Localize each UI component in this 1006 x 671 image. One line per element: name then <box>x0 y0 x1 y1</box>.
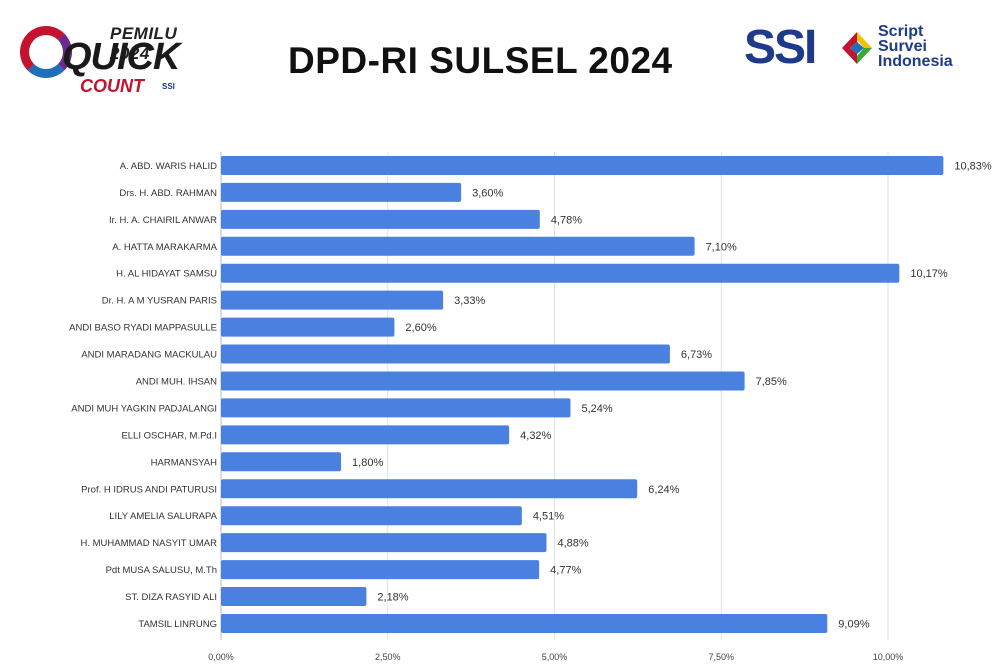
bar <box>221 425 510 445</box>
chart-title: DPD-RI SULSEL 2024 <box>288 40 673 81</box>
bar <box>221 155 944 175</box>
data-label: 5,24% <box>582 403 613 415</box>
bar <box>221 209 540 229</box>
x-tick-label: 7,50% <box>708 652 734 662</box>
data-label: 3,33% <box>454 295 485 307</box>
bar <box>221 506 522 526</box>
data-label: 7,85% <box>756 376 787 388</box>
x-tick-label: 0,00% <box>208 652 234 662</box>
quick-count-logo: PEMILU 2024 QUICK COUNT SSI <box>18 20 218 100</box>
bar <box>221 236 695 256</box>
x-tick-label: 5,00% <box>542 652 568 662</box>
bar <box>221 613 828 633</box>
category-label: Pdt MUSA SALUSU, M.Th <box>106 565 217 576</box>
category-label: Dr. H. A M YUSRAN PARIS <box>102 296 217 307</box>
ssi-arrow-icon <box>842 32 872 64</box>
category-label: Prof. H IDRUS ANDI PATURUSI <box>81 484 217 495</box>
data-label: 3,60% <box>472 187 503 199</box>
ssi-logo-line1: Script <box>878 23 924 40</box>
category-label: H. MUHAMMAD NASYIT UMAR <box>80 538 217 549</box>
data-label: 2,60% <box>405 322 436 334</box>
bar <box>221 587 367 607</box>
ssi-logo: SSI Script Survei Indonesia <box>744 22 984 82</box>
quick-count-logo-line2: QUICK <box>62 36 180 78</box>
category-label: TAMSIL LINRUNG <box>138 619 217 630</box>
bar <box>221 560 540 580</box>
quick-count-logo-badge: SSI <box>162 82 175 91</box>
bar <box>221 452 342 472</box>
data-label: 10,17% <box>910 268 948 280</box>
bar <box>221 398 571 418</box>
data-label: 1,80% <box>352 457 383 469</box>
category-label: A. ABD. WARIS HALID <box>120 161 217 172</box>
category-label: Ir. H. A. CHAIRIL ANWAR <box>109 215 217 226</box>
bar <box>221 317 395 337</box>
category-label: Drs. H. ABD. RAHMAN <box>119 188 217 199</box>
data-label: 4,51% <box>533 511 564 523</box>
ssi-logo-brand: SSI <box>744 21 817 74</box>
category-label: ANDI BASO RYADI MAPPASULLE <box>69 323 217 334</box>
data-label: 4,77% <box>550 565 581 577</box>
data-label: 2,18% <box>377 592 408 604</box>
quick-count-logo-line3: COUNT <box>80 76 144 96</box>
bar <box>221 479 638 499</box>
quick-count-logo-line1: PEMILU 2024 <box>110 24 178 63</box>
ssi-logo-line2: Survei <box>878 38 927 55</box>
category-label: ST. DIZA RASYID ALI <box>125 592 217 603</box>
bar <box>221 263 900 283</box>
category-label: ANDI MUH YAGKIN PADJALANGI <box>71 403 217 414</box>
bar <box>221 344 670 364</box>
bar <box>221 182 462 202</box>
x-tick-label: 2,50% <box>375 652 401 662</box>
category-label: A. HATTA MARAKARMA <box>112 242 217 253</box>
x-tick-label: 10,00% <box>873 652 904 662</box>
header: PEMILU 2024 QUICK COUNT SSI DPD-RI SULSE… <box>0 0 1006 110</box>
data-label: 4,88% <box>557 538 588 550</box>
data-label: 6,73% <box>681 349 712 361</box>
category-label: ANDI MUH. IHSAN <box>136 376 217 387</box>
data-label: 7,10% <box>706 241 737 253</box>
data-label: 10,83% <box>954 160 992 172</box>
quick-count-ring-icon <box>20 26 72 78</box>
category-label: LILY AMELIA SALURAPA <box>109 511 217 522</box>
bar <box>221 371 745 391</box>
bar <box>221 533 547 553</box>
data-label: 4,78% <box>551 214 582 226</box>
data-label: 9,09% <box>838 618 869 630</box>
data-label: 6,24% <box>648 484 679 496</box>
category-label: ANDI MARADANG MACKULAU <box>81 350 217 361</box>
category-label: HARMANSYAH <box>151 457 217 468</box>
ssi-logo-line3: Indonesia <box>878 53 953 70</box>
category-label: ELLI OSCHAR, M.Pd.I <box>121 430 217 441</box>
category-label: H. AL HIDAYAT SAMSU <box>116 269 217 280</box>
data-label: 4,32% <box>520 430 551 442</box>
ssi-logo-subtitle: Script Survei Indonesia <box>878 23 953 70</box>
bar <box>221 290 444 310</box>
